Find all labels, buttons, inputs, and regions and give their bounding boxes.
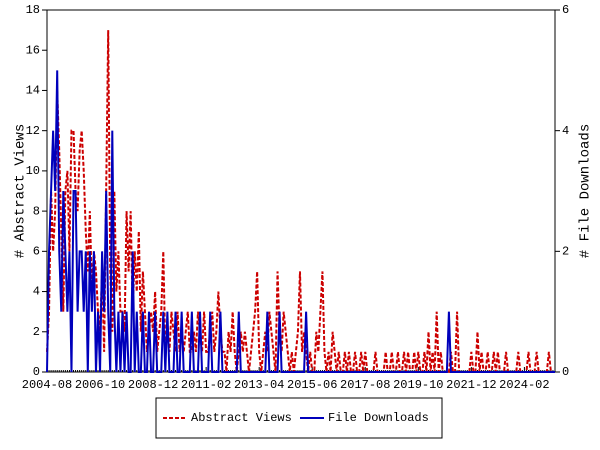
y-tick-label: 4: [33, 285, 40, 299]
y-axis-title: # Abstract Views: [13, 124, 29, 258]
y2-axis-title: # File Downloads: [578, 124, 594, 258]
y-tick-label: 18: [26, 3, 40, 17]
y2-tick-label: 6: [562, 3, 569, 17]
legend-label: File Downloads: [328, 411, 429, 425]
y-tick-label: 6: [33, 245, 40, 259]
x-tick-label: 2013-04: [234, 378, 284, 392]
y-tick-label: 10: [26, 164, 40, 178]
x-tick-label: 2006-10: [75, 378, 125, 392]
x-tick-label: 2015-06: [287, 378, 337, 392]
legend: [155, 397, 443, 439]
x-tick-label: 2008-12: [128, 378, 178, 392]
x-tick-label: 2021-12: [446, 378, 496, 392]
y-tick-label: 12: [26, 124, 40, 138]
y-tick-label: 16: [26, 43, 40, 57]
legend-label: Abstract Views: [191, 411, 292, 425]
y2-tick-label: 4: [562, 124, 569, 138]
y2-tick-label: 0: [562, 365, 569, 379]
y-tick-label: 0: [33, 365, 40, 379]
x-tick-label: 2004-08: [22, 378, 72, 392]
y-tick-label: 2: [33, 325, 40, 339]
x-tick-label: 2019-10: [393, 378, 443, 392]
y-tick-label: 14: [26, 84, 40, 98]
x-tick-label: 2017-08: [340, 378, 390, 392]
x-tick-label: 2011-02: [181, 378, 231, 392]
y2-tick-label: 2: [562, 245, 569, 259]
x-tick-label: 2024-02: [499, 378, 549, 392]
series-line: [46, 70, 555, 373]
y-tick-label: 8: [33, 204, 40, 218]
